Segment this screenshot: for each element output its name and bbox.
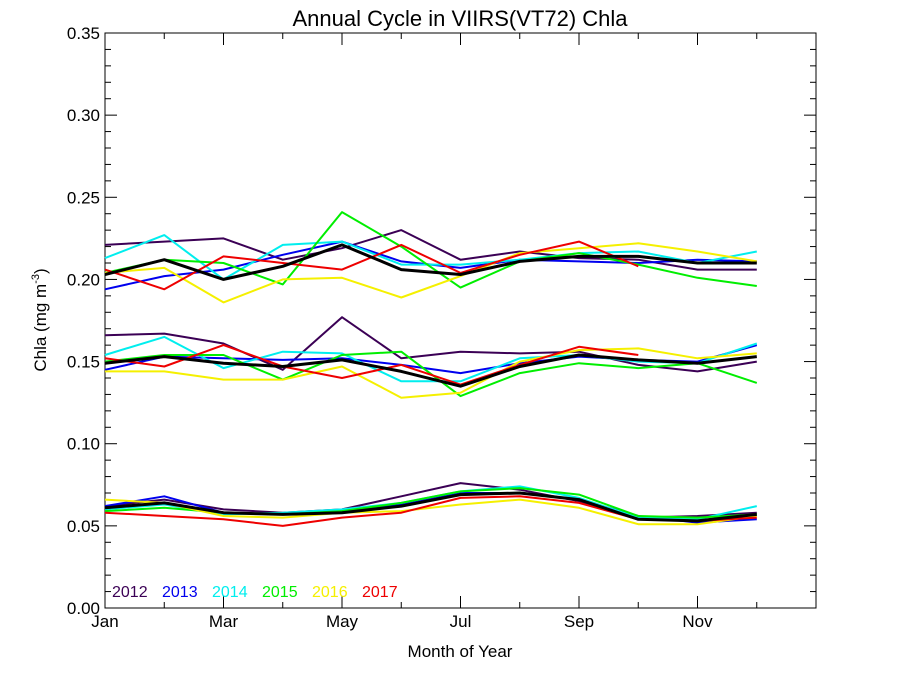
y-tick-label: 0.10	[67, 435, 100, 454]
series-line-2016-upper	[104, 242, 757, 304]
legend-2013: 2013	[162, 584, 198, 601]
series-line-2016-middle	[105, 347, 757, 399]
legend-2017: 2017	[362, 584, 398, 601]
series-line-2014-upper	[104, 234, 757, 281]
series-line-mean-lower	[104, 491, 757, 523]
y-tick-label: 0.15	[67, 353, 100, 372]
y-axis-ticks: 0.00 0.05 0.10 0.15 0.20 0.25 0.30 0.35	[67, 24, 816, 618]
x-tick-label: Sep	[564, 612, 594, 631]
chart-title: Annual Cycle in VIIRS(VT72) Chla	[292, 6, 628, 31]
y-tick-label: 0.35	[67, 24, 100, 43]
series-line-mean-upper	[104, 243, 757, 281]
series-line-2013-middle	[104, 344, 758, 375]
y-tick-label: 0.05	[67, 517, 100, 536]
series-line-2012-upper	[104, 229, 757, 271]
series-line-2016-lower	[104, 498, 757, 526]
series-line-2012-middle	[104, 316, 757, 373]
legend-2016: 2016	[312, 584, 348, 601]
y-axis-label-sup: -3	[30, 274, 42, 284]
y-tick-label: 0.00	[67, 599, 100, 618]
legend-2012: 2012	[112, 584, 148, 601]
y-axis-label-close: )	[31, 268, 50, 274]
legend-2014: 2014	[212, 584, 248, 601]
y-tick-label: 0.30	[67, 106, 100, 125]
y-tick-label: 0.25	[67, 188, 100, 207]
y-axis-label-main: Chla (mg m	[31, 284, 50, 372]
series-line-2017-middle	[104, 344, 639, 386]
y-axis-label: Chla (mg m-3)	[30, 268, 50, 371]
x-axis-ticks: Jan Mar May Jul Sep Nov	[91, 33, 758, 631]
series-lines	[104, 211, 758, 527]
x-tick-label: Jul	[450, 612, 472, 631]
x-tick-label: Jan	[91, 612, 118, 631]
series-line-2014-lower	[104, 485, 758, 521]
y-tick-label: 0.20	[67, 270, 100, 289]
series-line-2015-lower	[104, 487, 757, 519]
legend-2015: 2015	[262, 584, 298, 601]
x-tick-label: May	[326, 612, 359, 631]
x-axis-label: Month of Year	[408, 642, 513, 661]
x-tick-label: Nov	[682, 612, 713, 631]
legend: 2012 2013 2014 2015 2016 2017	[112, 584, 398, 601]
series-line-2015-upper	[104, 211, 757, 289]
x-tick-label: Mar	[209, 612, 239, 631]
series-line-mean-middle	[104, 353, 757, 388]
